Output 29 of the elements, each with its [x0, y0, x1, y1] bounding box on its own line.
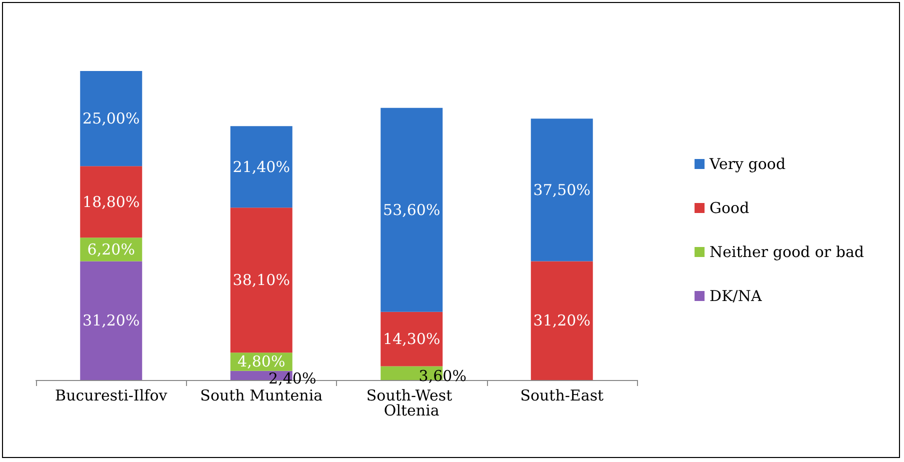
bar — [380, 108, 443, 312]
data-label: 38,10% — [232, 271, 290, 290]
legend-label: Neither good or bad — [710, 243, 864, 261]
x-tick-label: South-East — [520, 386, 604, 404]
bar — [80, 166, 142, 238]
data-label: 4,80% — [238, 352, 286, 371]
x-tick-label: South-West Oltenia — [366, 386, 457, 420]
x-tick-label: South Muntenia — [200, 386, 323, 404]
legend-label: Very good — [708, 155, 786, 173]
bar — [230, 126, 292, 208]
data-label: 18,80% — [82, 192, 140, 211]
bar — [80, 261, 142, 380]
bar — [530, 261, 593, 380]
data-label: 53,60% — [383, 200, 440, 219]
bar — [230, 208, 292, 353]
data-label: 21,40% — [232, 158, 290, 176]
data-label: 6,20% — [87, 240, 135, 258]
legend-label: Good — [710, 199, 750, 217]
legend-label: DK/NA — [710, 287, 762, 305]
bar — [80, 71, 142, 166]
data-label: 2,40% — [268, 369, 316, 388]
data-label: 31,20% — [82, 312, 140, 330]
bar — [530, 118, 593, 262]
bar — [380, 312, 443, 366]
x-tick-label: Bucuresti-Ilfov — [55, 386, 168, 404]
data-label: 25,00% — [82, 110, 140, 128]
data-label: 37,50% — [533, 180, 590, 199]
data-label: 14,30% — [383, 330, 440, 348]
data-label: 31,20% — [533, 312, 590, 330]
